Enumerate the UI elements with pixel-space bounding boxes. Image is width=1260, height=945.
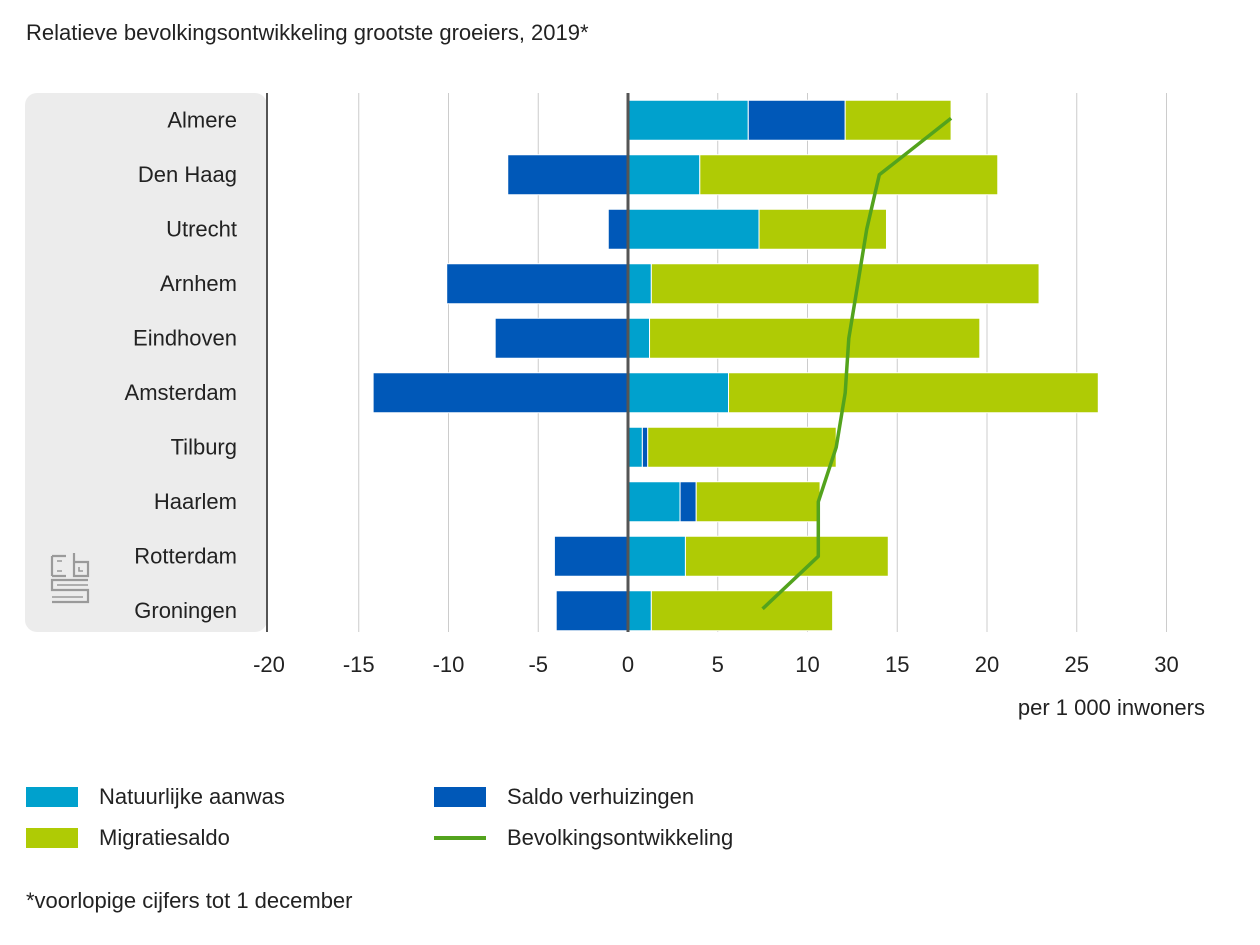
cbs-logo-s [50, 578, 90, 604]
x-tick-label: 30 [1154, 652, 1178, 677]
legend-line-bevolkingsontwikkeling [434, 836, 486, 840]
x-tick-label: -10 [433, 652, 465, 677]
x-tick-label: -5 [528, 652, 548, 677]
bar-amsterdam-saldo-verhuizingen [372, 372, 629, 414]
legend-item-bevolkingsontwikkeling: Bevolkingsontwikkeling [434, 825, 733, 851]
legend-label: Natuurlijke aanwas [99, 784, 285, 809]
category-label: Rotterdam [134, 543, 237, 568]
category-label-panel [25, 93, 267, 632]
bar-rotterdam-saldo-verhuizingen [553, 535, 629, 577]
legend-label: Saldo verhuizingen [507, 784, 695, 809]
bar-den-haag-saldo-verhuizingen [507, 154, 629, 196]
legend-item-natuurlijke-aanwas: Natuurlijke aanwas [26, 784, 285, 810]
bar-rotterdam-natuurlijke-aanwas [627, 535, 686, 577]
bar-groningen-saldo-verhuizingen [555, 590, 629, 632]
category-labels: Almere Den Haag Utrecht Arnhem Eindhoven Amst… [125, 107, 237, 623]
legend-swatch-migratiesaldo [26, 828, 78, 848]
line-series [761, 116, 953, 611]
category-label: Haarlem [154, 489, 237, 514]
x-axis-unit-label: per 1 000 inwoners [1017, 695, 1205, 720]
bar-utrecht-natuurlijke-aanwas [627, 208, 760, 250]
bar-rotterdam-migratiesaldo [684, 535, 889, 577]
x-tick-labels: -20 -15 -10 -5 0 5 10 15 20 25 30 [253, 652, 1179, 677]
category-label: Groningen [134, 598, 237, 623]
bars [372, 99, 1099, 632]
bar-almere-migratiesaldo [844, 99, 952, 141]
bar-eindhoven-saldo-verhuizingen [494, 317, 629, 359]
bar-den-haag-migratiesaldo [699, 154, 999, 196]
bar-arnhem-migratiesaldo [650, 263, 1040, 305]
legend-label: Bevolkingsontwikkeling [507, 825, 734, 850]
x-tick-label: -15 [343, 652, 375, 677]
category-label: Almere [167, 107, 237, 132]
category-label: Arnhem [160, 271, 237, 296]
cbs-logo-c [50, 554, 66, 578]
category-label: Eindhoven [133, 325, 237, 350]
bar-tilburg-saldo-verhuizingen [641, 426, 649, 468]
category-label: Tilburg [171, 434, 237, 459]
legend-item-saldo-verhuizingen: Saldo verhuizingen [434, 784, 694, 810]
x-tick-label: -20 [253, 652, 285, 677]
cbs-logo: cbs [50, 553, 90, 604]
bar-groningen-migratiesaldo [650, 590, 834, 632]
bar-groningen-natuurlijke-aanwas [627, 590, 652, 632]
legend-label: Migratiesaldo [99, 825, 230, 850]
bar-utrecht-saldo-verhuizingen [607, 208, 629, 250]
bar-almere-saldo-verhuizingen [747, 99, 846, 141]
legend-swatch-natuurlijke-aanwas [26, 787, 78, 807]
bar-haarlem-migratiesaldo [695, 481, 821, 523]
x-tick-label: 10 [795, 652, 819, 677]
x-tick-label: 20 [975, 652, 999, 677]
bar-den-haag-natuurlijke-aanwas [627, 154, 701, 196]
x-tick-label: 5 [712, 652, 724, 677]
cbs-logo-inner [52, 560, 88, 598]
footnote: *voorlopige cijfers tot 1 december [26, 888, 353, 913]
legend-item-migratiesaldo: Migratiesaldo [26, 825, 230, 851]
category-label: Amsterdam [125, 380, 237, 405]
bar-eindhoven-natuurlijke-aanwas [627, 317, 651, 359]
bar-arnhem-natuurlijke-aanwas [627, 263, 652, 305]
bar-haarlem-saldo-verhuizingen [679, 481, 697, 523]
bar-amsterdam-migratiesaldo [728, 372, 1099, 414]
bar-amsterdam-natuurlijke-aanwas [627, 372, 730, 414]
x-tick-label: 0 [622, 652, 634, 677]
x-tick-label: 25 [1065, 652, 1089, 677]
bar-haarlem-natuurlijke-aanwas [627, 481, 681, 523]
bar-tilburg-natuurlijke-aanwas [627, 426, 643, 468]
category-label: Utrecht [166, 216, 237, 241]
line-bevolkingsontwikkeling [761, 116, 953, 611]
bar-arnhem-saldo-verhuizingen [446, 263, 629, 305]
x-tick-label: 15 [885, 652, 909, 677]
chart-title: Relatieve bevolkingsontwikkeling grootst… [26, 20, 589, 45]
cbs-logo-b [72, 553, 90, 578]
bar-almere-natuurlijke-aanwas [627, 99, 749, 141]
legend-swatch-saldo-verhuizingen [434, 787, 486, 807]
category-label: Den Haag [138, 162, 237, 187]
axes [266, 93, 630, 632]
bar-eindhoven-migratiesaldo [649, 317, 981, 359]
bar-tilburg-migratiesaldo [647, 426, 837, 468]
